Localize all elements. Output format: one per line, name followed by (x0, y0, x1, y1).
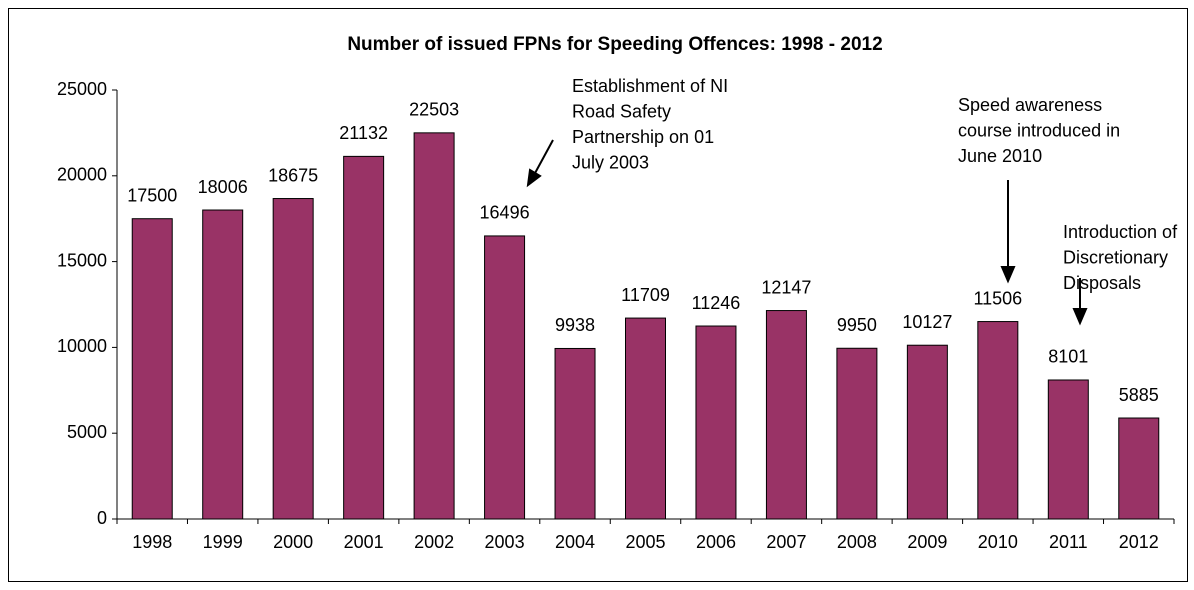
annotation: Disposals (1063, 273, 1141, 293)
arrow (533, 139, 554, 176)
x-tick-label: 2007 (766, 532, 806, 552)
y-tick-label: 5000 (67, 422, 107, 442)
y-tick-label: 20000 (57, 165, 107, 185)
data-label: 9950 (837, 315, 877, 335)
x-tick-label: 1998 (132, 532, 172, 552)
annotation: Establishment of NI (572, 76, 728, 96)
x-tick-label: 2008 (837, 532, 877, 552)
bar (1047, 379, 1089, 520)
x-tick-label: 2001 (344, 532, 384, 552)
x-tick-label: 2006 (696, 532, 736, 552)
data-label: 9938 (555, 315, 595, 335)
data-label: 22503 (409, 100, 459, 120)
data-label: 11506 (973, 288, 1022, 308)
x-tick-label: 2009 (907, 532, 947, 552)
data-label: 11246 (692, 293, 741, 313)
bar (977, 321, 1019, 520)
arrow-head (526, 168, 542, 188)
annotation: Introduction of (1063, 222, 1178, 242)
chart-title: Number of issued FPNs for Speeding Offen… (347, 34, 882, 55)
arrow-head (1072, 308, 1088, 326)
arrow-head (1000, 266, 1016, 284)
data-label: 18675 (268, 165, 318, 185)
data-label: 16496 (480, 203, 530, 223)
data-label: 8101 (1048, 347, 1088, 367)
x-tick-label: 2005 (625, 532, 665, 552)
bar (625, 317, 666, 520)
data-label: 10127 (902, 312, 952, 332)
x-tick-label: 2010 (978, 532, 1018, 552)
annotation: June 2010 (958, 146, 1042, 166)
bar (836, 347, 878, 520)
bar (343, 155, 385, 520)
x-tick-label: 2000 (273, 532, 313, 552)
annotation: July 2003 (572, 152, 649, 172)
bar (554, 347, 596, 520)
y-tick-label: 10000 (57, 336, 107, 356)
x-tick-label: 2002 (414, 532, 454, 552)
bar (413, 132, 455, 520)
bar (1118, 417, 1160, 520)
data-label: 12147 (761, 277, 811, 297)
annotation: Discretionary (1063, 247, 1168, 267)
data-label: 17500 (127, 185, 177, 205)
x-tick-label: 2011 (1049, 532, 1088, 552)
bar (765, 310, 807, 520)
arrows (526, 139, 1088, 326)
annotation: Road Safety (572, 101, 671, 121)
y-tick-label: 15000 (57, 250, 107, 270)
data-label: 5885 (1119, 385, 1159, 405)
annotation: Partnership on 01 (572, 127, 714, 147)
annotation: course introduced in (958, 120, 1120, 140)
x-tick-label: 2004 (555, 532, 595, 552)
bar (202, 209, 244, 520)
bar (484, 235, 526, 520)
annotation: Speed awareness (958, 95, 1102, 115)
x-tick-label: 2003 (485, 532, 525, 552)
y-tick-label: 25000 (57, 79, 107, 99)
bar (695, 325, 737, 520)
x-tick-label: 1999 (203, 532, 243, 552)
data-label: 11709 (621, 285, 670, 305)
x-tick-label: 2012 (1119, 532, 1159, 552)
data-label: 21132 (339, 123, 388, 143)
bar (906, 344, 948, 520)
bar (272, 198, 314, 520)
bar (131, 218, 173, 520)
y-tick-label: 0 (97, 508, 107, 528)
data-label: 18006 (198, 177, 248, 197)
